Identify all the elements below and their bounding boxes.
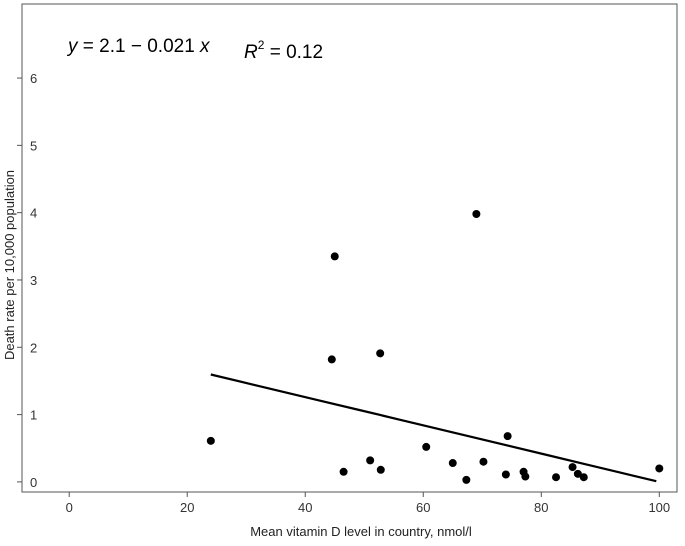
x-axis-title: Mean vitamin D level in country, nmol/l xyxy=(250,524,472,539)
equation-x-var: x xyxy=(199,36,211,57)
data-point xyxy=(552,473,561,482)
r-squared-annotation: R2 = 0.12 xyxy=(244,38,323,63)
data-point xyxy=(479,457,488,466)
y-tick-label: 6 xyxy=(30,71,37,86)
y-axis-ticks: 0 1 2 3 4 5 6 xyxy=(17,71,37,490)
x-axis-ticks: 0 20 40 60 80 100 xyxy=(66,492,670,515)
y-tick-label: 4 xyxy=(30,206,37,221)
y-tick-label: 5 xyxy=(30,138,37,153)
x-tick-label: 100 xyxy=(648,500,670,515)
regression-line xyxy=(210,373,657,483)
data-point xyxy=(206,436,215,445)
data-point xyxy=(579,473,588,482)
data-point xyxy=(422,442,431,451)
data-point xyxy=(327,355,336,364)
y-tick-label: 0 xyxy=(30,475,37,490)
data-point xyxy=(366,456,375,465)
plot-frame xyxy=(21,3,678,493)
y-axis-title: Death rate per 10,000 population xyxy=(2,170,17,360)
x-tick-label: 60 xyxy=(416,500,430,515)
x-tick-label: 20 xyxy=(180,500,194,515)
x-tick-label: 40 xyxy=(298,500,312,515)
data-point xyxy=(462,475,471,484)
data-points xyxy=(206,210,664,484)
data-point xyxy=(330,252,339,261)
r-squared-symbol: R xyxy=(244,42,258,63)
y-tick-label: 1 xyxy=(30,408,37,423)
data-point xyxy=(376,465,385,474)
r-squared-exponent: 2 xyxy=(258,38,265,52)
equation-annotation: y = 2.1 − 0.021 x xyxy=(66,36,211,57)
x-tick-label: 0 xyxy=(66,500,73,515)
equation-y-var: y xyxy=(66,36,79,57)
data-point xyxy=(568,463,577,472)
data-point xyxy=(339,467,348,476)
y-tick-label: 3 xyxy=(30,273,37,288)
data-point xyxy=(655,464,664,473)
equation-coefficients: = 2.1 − 0.021 xyxy=(78,36,201,57)
data-point xyxy=(376,349,385,358)
data-point xyxy=(573,469,582,478)
x-tick-label: 80 xyxy=(534,500,548,515)
data-point xyxy=(448,459,457,468)
data-point xyxy=(501,470,510,479)
data-point xyxy=(521,472,530,481)
y-tick-label: 2 xyxy=(30,340,37,355)
data-point xyxy=(503,432,512,441)
data-point xyxy=(472,210,481,219)
r-squared-value: = 0.12 xyxy=(264,42,323,63)
